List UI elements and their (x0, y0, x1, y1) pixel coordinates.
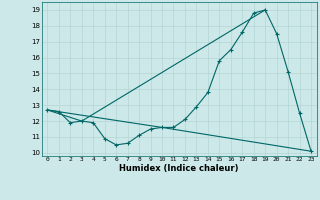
X-axis label: Humidex (Indice chaleur): Humidex (Indice chaleur) (119, 164, 239, 173)
